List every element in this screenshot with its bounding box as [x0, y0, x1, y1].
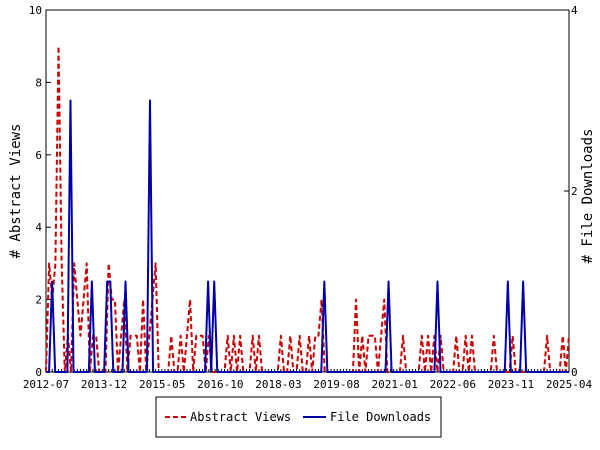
y-axis-left: 0 2 4 6 8 10: [29, 4, 51, 379]
plot-area: [45, 9, 570, 373]
legend: Abstract Views File Downloads: [155, 396, 442, 438]
series-line-abstract-views: [45, 45, 570, 373]
x-tick-label: 2015-05: [139, 378, 185, 391]
y-left-tick-label: 6: [35, 149, 42, 162]
y-axis-right-title: # File Downloads: [580, 129, 596, 264]
series-line-file-downloads: [46, 99, 569, 373]
x-tick-label: 2022-06: [430, 378, 476, 391]
y-left-tick-label: 2: [35, 294, 42, 307]
x-tick-label: 2013-12: [81, 378, 127, 391]
y-left-tick-label: 4: [35, 221, 42, 234]
y-left-tick-label: 8: [35, 76, 42, 89]
legend-label-downloads: File Downloads: [330, 410, 431, 424]
legend-label-views: Abstract Views: [190, 410, 291, 424]
x-tick-label: 2021-01: [371, 378, 417, 391]
y-axis-left-title: # Abstract Views: [8, 124, 24, 259]
legend-box: [155, 396, 442, 438]
y-left-tick-label: 0: [35, 366, 42, 379]
x-tick-label: 2016-10: [197, 378, 243, 391]
series-layer: [45, 45, 570, 373]
y-right-tick-label: 2: [571, 185, 578, 198]
y-right-tick-label: 0: [571, 366, 578, 379]
y-left-tick-label: 10: [29, 4, 42, 17]
x-tick-label: 2025-04: [546, 378, 593, 391]
y-right-tick-label: 4: [571, 4, 578, 17]
x-tick-label: 2018-03: [255, 378, 301, 391]
x-tick-label: 2023-11: [488, 378, 534, 391]
x-axis: 2012-07 2013-12 2015-05 2016-10 2018-03 2019-…: [23, 369, 593, 391]
x-tick-label: 2012-07: [23, 378, 69, 391]
x-tick-label: 2019-08: [313, 378, 359, 391]
